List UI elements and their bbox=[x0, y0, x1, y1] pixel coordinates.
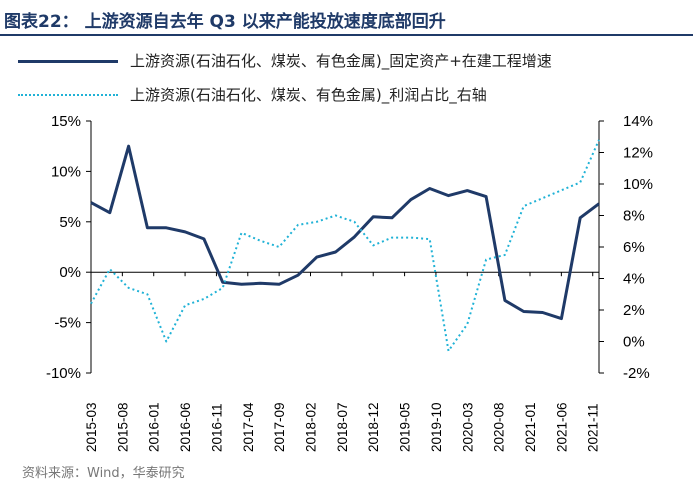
x-tick-label: 2016-11 bbox=[209, 403, 224, 452]
right-tick-label: 6% bbox=[623, 239, 645, 256]
x-tick-label: 2017-04 bbox=[241, 402, 256, 452]
series-line-investment-growth bbox=[90, 144, 600, 321]
left-tick-label: -5% bbox=[54, 315, 81, 332]
x-tick-label: 2019-10 bbox=[429, 402, 444, 452]
right-tick-label: 14% bbox=[623, 113, 653, 130]
x-tick-label: 2021-01 bbox=[523, 402, 538, 452]
right-tick-label: 2% bbox=[623, 302, 645, 319]
x-tick-label: 2016-06 bbox=[178, 402, 193, 452]
legend-label-profit-share: 上游资源(石油石化、煤炭、有色金属)_利润占比_右轴 bbox=[130, 86, 487, 104]
chart-title: 图表22： 上游资源自去年 Q3 以来产能投放速度底部回升 bbox=[4, 12, 446, 32]
x-tick-label: 2015-08 bbox=[115, 402, 130, 452]
left-tick-label: 5% bbox=[59, 214, 81, 231]
x-tick-label: 2018-02 bbox=[304, 402, 319, 452]
x-tick-label: 2016-01 bbox=[147, 402, 162, 452]
x-tick-label: 2018-12 bbox=[366, 402, 381, 452]
legend: 上游资源(石油石化、煤炭、有色金属)_固定资产+在建工程增速 上游资源(石油石化… bbox=[18, 44, 688, 112]
x-tick-label: 2021-11 bbox=[586, 403, 601, 452]
x-tick-label: 2018-07 bbox=[335, 402, 350, 452]
series-line-profit-share bbox=[90, 139, 600, 352]
right-tick-label: 10% bbox=[623, 176, 653, 193]
right-tick-label: 8% bbox=[623, 208, 645, 225]
right-tick-label: 4% bbox=[623, 271, 645, 288]
legend-label-investment: 上游资源(石油石化、煤炭、有色金属)_固定资产+在建工程增速 bbox=[130, 52, 552, 70]
legend-swatch-profit-share bbox=[18, 94, 118, 96]
x-tick-label: 2020-08 bbox=[492, 402, 507, 452]
left-tick-label: 15% bbox=[51, 113, 81, 130]
left-tick-label: 10% bbox=[51, 163, 81, 180]
source-note: 资料来源：Wind，华泰研究 bbox=[22, 466, 185, 481]
right-tick-label: 12% bbox=[623, 145, 653, 162]
x-tick-label: 2021-06 bbox=[554, 402, 569, 452]
right-tick-label: 0% bbox=[623, 334, 645, 351]
title-bar: 图表22： 上游资源自去年 Q3 以来产能投放速度底部回升 bbox=[0, 0, 693, 36]
x-tick-label: 2020-03 bbox=[460, 402, 475, 452]
x-tick-label: 2015-03 bbox=[84, 402, 99, 452]
x-tick-label: 2019-05 bbox=[398, 402, 413, 452]
x-tick-label: 2017-09 bbox=[272, 402, 287, 452]
legend-item-profit-share: 上游资源(石油石化、煤炭、有色金属)_利润占比_右轴 bbox=[18, 78, 688, 112]
legend-swatch-investment bbox=[18, 60, 118, 63]
left-tick-label: 0% bbox=[59, 264, 81, 281]
left-tick-label: -10% bbox=[46, 365, 81, 382]
legend-item-investment: 上游资源(石油石化、煤炭、有色金属)_固定资产+在建工程增速 bbox=[18, 44, 688, 78]
right-tick-label: -2% bbox=[623, 365, 650, 382]
